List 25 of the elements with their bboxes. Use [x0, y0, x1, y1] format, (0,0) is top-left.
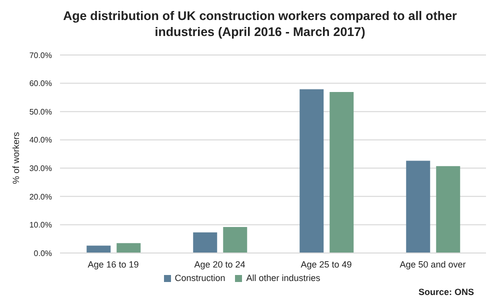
x-tick-label: Age 50 and over [400, 259, 466, 270]
y-tick-label: 50.0% [29, 107, 52, 116]
bar [193, 232, 218, 253]
bar [406, 160, 430, 253]
y-tick-label: 40.0% [29, 136, 52, 145]
y-tick-label: 60.0% [29, 79, 52, 88]
bar [436, 166, 460, 253]
x-tick-label: Age 25 to 49 [300, 259, 352, 270]
y-tick-label: 70.0% [29, 50, 52, 60]
x-tick-label: Age 16 to 19 [88, 259, 139, 270]
bar [223, 226, 248, 253]
bar [116, 243, 141, 253]
x-tick-label: Age 20 to 24 [194, 259, 246, 270]
bar [300, 89, 324, 253]
legend-label: All other industries [246, 273, 320, 283]
y-tick-label: 0.0% [34, 248, 52, 258]
bar [86, 246, 111, 253]
legend-label: Construction [174, 273, 226, 283]
y-tick-label: 20.0% [29, 192, 52, 202]
y-tick-label: 30.0% [29, 164, 52, 173]
y-axis-title: % of workers [11, 131, 22, 184]
y-tick-label: 10.0% [29, 220, 52, 230]
chart-title: Age distribution of UK construction workers compared to all other industries (April 2016 - March 2017) [62, 8, 458, 40]
source-note: Source: ONS [418, 287, 474, 297]
bar [330, 92, 354, 253]
